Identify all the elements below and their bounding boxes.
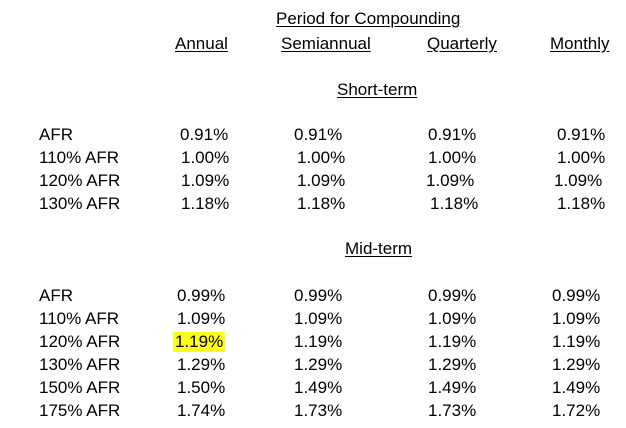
highlighted-cell: 1.19% — [173, 332, 226, 352]
table-cell: 1.09% — [294, 309, 343, 328]
table-cell: 0.91% — [294, 125, 343, 144]
row-label: 130% AFR — [39, 355, 121, 374]
table-cell: 1.19% — [294, 332, 343, 351]
table-cell: 1.09% — [181, 171, 230, 190]
table-cell: 0.91% — [428, 125, 477, 144]
row-label: AFR — [39, 125, 73, 144]
table-cell: 1.72% — [552, 401, 601, 420]
table-cell: 1.09% — [177, 309, 226, 328]
table-cell: 1.49% — [428, 378, 477, 397]
table-cell: 1.73% — [294, 401, 343, 420]
table-cell: 1.50% — [177, 378, 226, 397]
table-cell: 1.49% — [294, 378, 343, 397]
table-cell: 0.99% — [552, 286, 601, 305]
table-cell: 1.09% — [552, 309, 601, 328]
row-label: 175% AFR — [39, 401, 121, 420]
table-cell: 1.00% — [428, 148, 477, 167]
section-title-mid-term: Mid-term — [345, 239, 413, 258]
table-cell: 1.18% — [430, 194, 479, 213]
table-cell: 1.09% — [428, 309, 477, 328]
row-label: AFR — [39, 286, 73, 305]
table-cell: 0.99% — [428, 286, 477, 305]
section-title-short-term: Short-term — [337, 80, 418, 99]
table-cell: 1.18% — [181, 194, 230, 213]
row-label: 120% AFR — [39, 171, 121, 190]
table-cell: 0.99% — [177, 286, 226, 305]
row-label: 110% AFR — [39, 148, 120, 167]
period-for-compounding-title: Period for Compounding — [276, 9, 461, 28]
table-cell: 1.49% — [552, 378, 601, 397]
table-cell: 1.29% — [552, 355, 601, 374]
row-label: 130% AFR — [39, 194, 121, 213]
table-cell: 0.91% — [557, 125, 606, 144]
row-label: 120% AFR — [39, 332, 121, 351]
column-header-annual: Annual — [175, 34, 228, 53]
table-cell: 1.19% — [428, 332, 477, 351]
column-header-semiannual: Semiannual — [281, 34, 371, 53]
table-cell: 1.19% — [552, 332, 601, 351]
table-cell: 1.29% — [177, 355, 226, 374]
table-cell: 1.00% — [557, 148, 606, 167]
row-label: 110% AFR — [39, 309, 120, 328]
table-cell: 1.18% — [557, 194, 606, 213]
table-cell: 1.29% — [294, 355, 343, 374]
table-cell: 1.73% — [428, 401, 477, 420]
table-cell: 1.09% — [554, 171, 603, 190]
table-cell: 1.00% — [297, 148, 346, 167]
table-cell: 1.18% — [297, 194, 346, 213]
table-cell: 0.91% — [180, 125, 229, 144]
column-header-quarterly: Quarterly — [427, 34, 497, 53]
row-label: 150% AFR — [39, 378, 121, 397]
table-cell: 0.99% — [294, 286, 343, 305]
table-cell: 1.74% — [177, 401, 226, 420]
table-cell: 1.00% — [181, 148, 230, 167]
table-cell: 1.09% — [297, 171, 346, 190]
table-cell: 1.09% — [426, 171, 475, 190]
table-cell: 1.29% — [428, 355, 477, 374]
column-header-monthly: Monthly — [550, 34, 610, 53]
